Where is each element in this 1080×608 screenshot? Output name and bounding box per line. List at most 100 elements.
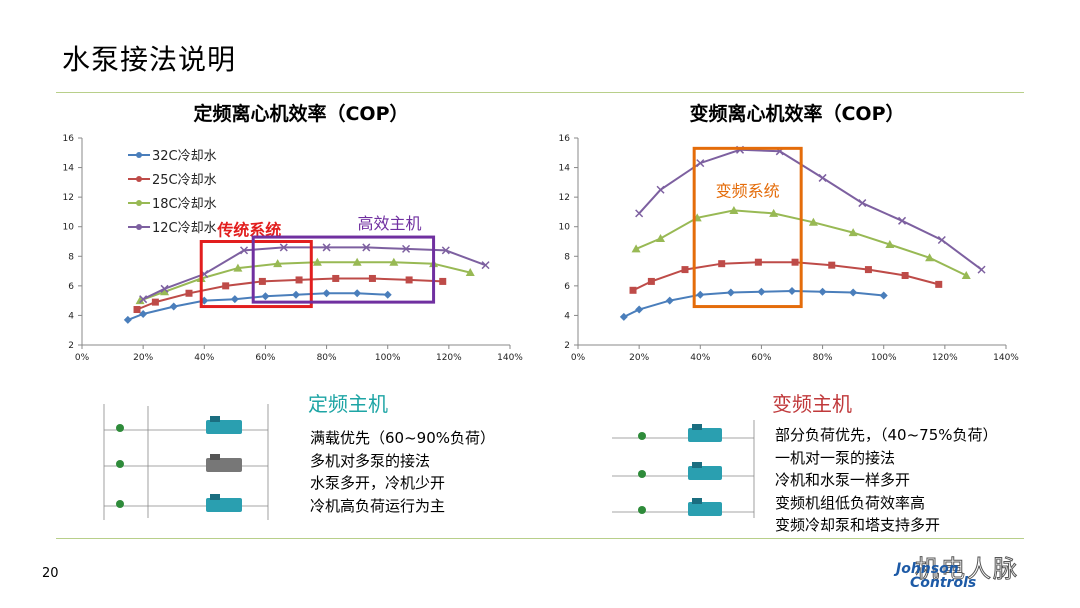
data-point (295, 276, 303, 284)
fixed-speed-cop-chart: 定频离心机效率（COP） 2 4 6 8 10 12 14 16 0% 20% 40% 60% 80% 10… (63, 102, 524, 363)
data-point (858, 199, 867, 208)
fixed-speed-subtitle: 定频主机 (308, 392, 388, 416)
data-point (322, 289, 331, 298)
y-tick-label: 10 (559, 223, 571, 233)
data-point (937, 235, 946, 245)
data-point (879, 291, 888, 300)
data-point (405, 276, 413, 284)
data-point (726, 288, 735, 297)
x-tick-label: 60% (751, 353, 771, 363)
data-point (151, 298, 159, 306)
data-point (441, 246, 450, 255)
y-tick-label: 6 (68, 282, 74, 292)
data-point (160, 284, 169, 293)
y-tick-label: 12 (63, 193, 74, 203)
data-point (279, 243, 288, 252)
data-point (185, 289, 193, 297)
x-tick-label: 40% (194, 353, 214, 363)
data-point (383, 290, 392, 299)
data-point (665, 296, 674, 305)
logo-line1: Johnson (896, 561, 959, 577)
data-point (656, 234, 666, 243)
y-tick-label: 8 (564, 252, 570, 262)
x-tick-label: 60% (255, 353, 275, 363)
y-tick-label: 10 (63, 223, 75, 233)
data-point (258, 277, 266, 285)
data-point (123, 315, 132, 324)
series-line-1 (127, 292, 388, 321)
y-tick-label: 4 (564, 311, 570, 321)
x-tick-label: 120% (436, 353, 462, 363)
watermark-text: 机电人脉 (915, 555, 1019, 584)
data-point (222, 282, 230, 290)
johnson-controls-logo: Johnson Controls (896, 562, 976, 590)
y-tick-label: 16 (559, 134, 571, 144)
data-point (139, 309, 148, 318)
data-point (239, 246, 249, 255)
note-line: 变频冷却泵和塔支持多开 (775, 516, 941, 534)
chiller-icon (688, 424, 722, 516)
data-point (769, 208, 779, 217)
data-point (828, 261, 836, 269)
annotation-label: 高效主机 (358, 214, 422, 233)
annotation-label: 传统系统 (216, 221, 281, 240)
note-line: 冷机高负荷运行为主 (310, 496, 446, 515)
y-tick-label: 6 (564, 282, 570, 292)
data-point (696, 159, 705, 168)
data-point (402, 244, 411, 253)
data-point (322, 243, 331, 252)
data-point (885, 239, 895, 248)
data-point (898, 216, 907, 225)
note-line: 变频机组低负荷效率高 (775, 493, 926, 512)
data-point (925, 253, 935, 262)
data-point (389, 257, 399, 266)
data-point (629, 286, 637, 294)
data-point (273, 259, 283, 268)
data-point (261, 292, 270, 301)
data-point (362, 243, 371, 252)
data-point (864, 266, 872, 274)
data-point (977, 265, 986, 274)
chart-title: 变频离心机效率（COP） (689, 102, 904, 125)
data-point (647, 277, 655, 285)
legend-label: 18C冷却水 (152, 197, 217, 212)
annotation-box (692, 146, 803, 309)
footer-divider (56, 538, 1024, 539)
legend-marker (136, 200, 142, 206)
y-tick-label: 12 (559, 193, 570, 203)
page-title: 水泵接法说明 (62, 43, 237, 76)
data-point (754, 258, 762, 266)
data-point (160, 287, 170, 296)
data-point (635, 305, 644, 314)
data-point (312, 257, 322, 266)
pump-icon (638, 432, 646, 514)
data-point (353, 289, 362, 298)
series-line-3 (139, 261, 471, 302)
x-tick-label: 100% (871, 353, 897, 363)
chart-title: 定频离心机效率（COP） (193, 102, 408, 125)
data-point (465, 268, 475, 277)
logo-line2: Controls (910, 575, 977, 591)
y-tick-label: 4 (68, 311, 74, 321)
title-divider (56, 92, 1024, 93)
x-tick-label: 140% (497, 353, 523, 363)
data-point (935, 280, 943, 288)
legend-marker (136, 152, 142, 158)
data-point (788, 287, 796, 296)
data-point (233, 263, 243, 272)
data-point (631, 244, 641, 253)
note-line: 部分负荷优先，（40~75%负荷） (775, 426, 998, 444)
y-tick-label: 14 (63, 164, 75, 174)
annotation-label: 变频系统 (716, 181, 780, 200)
data-point (352, 257, 362, 266)
legend-label: 12C冷却水 (152, 221, 217, 236)
data-point (619, 312, 628, 321)
x-tick-label: 80% (317, 353, 337, 363)
series-line-4 (142, 246, 486, 301)
data-point (230, 295, 239, 304)
x-tick-label: 20% (629, 353, 649, 363)
series-line-2 (632, 261, 939, 292)
y-tick-label: 2 (564, 341, 570, 351)
fixed-speed-piping-diagram (103, 404, 269, 520)
chiller-icon (206, 416, 242, 512)
